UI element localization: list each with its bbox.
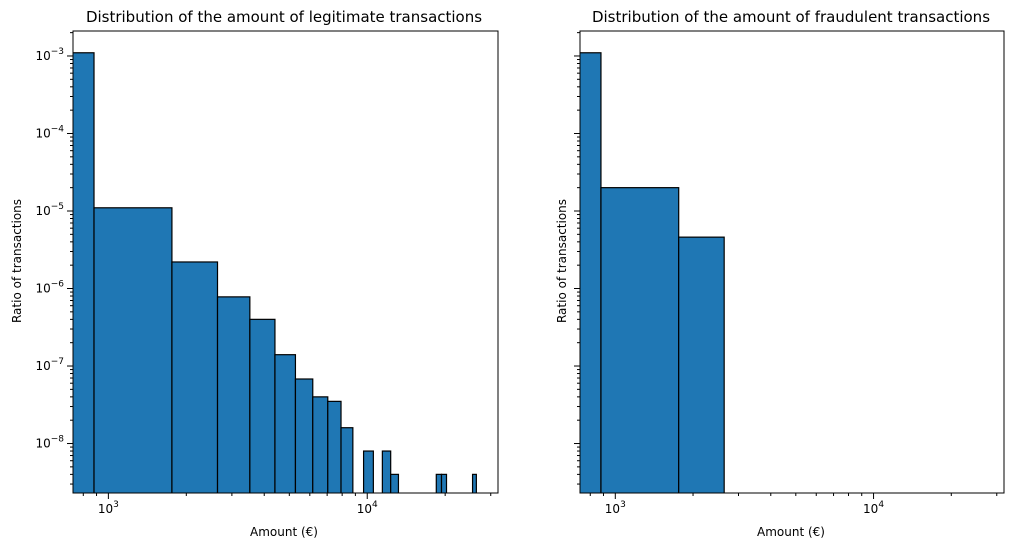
legitimate-bar-4 xyxy=(249,318,276,493)
legitimate-y-tick-label: 10−4 xyxy=(35,124,64,140)
legitimate-bar-7 xyxy=(312,396,329,493)
legitimate-axes-frame xyxy=(72,30,499,494)
fraudulent-bars xyxy=(580,52,725,493)
legitimate-bars xyxy=(73,52,477,493)
legitimate-x-tick-label: 104 xyxy=(357,500,378,516)
legitimate-y-tick-label: 10−8 xyxy=(35,435,64,451)
legitimate-x-ticks: 103 104 xyxy=(82,493,492,516)
legitimate-bar-14 xyxy=(440,473,448,493)
legitimate-bar-5 xyxy=(274,354,297,493)
legitimate-y-tick-label: 10−7 xyxy=(35,357,64,373)
legitimate-bar-3 xyxy=(216,296,251,493)
fraudulent-bar-1 xyxy=(600,187,680,493)
legitimate-bar-1 xyxy=(93,207,173,493)
fraudulent-y-ticks xyxy=(574,32,580,485)
fraudulent-x-tick-label: 103 xyxy=(605,500,626,516)
fraudulent-bar-2 xyxy=(678,236,725,493)
legitimate-x-axis-label: Amount (€) xyxy=(250,525,318,539)
legitimate-bar-9 xyxy=(340,427,354,493)
legitimate-x-tick-label: 103 xyxy=(98,500,119,516)
fraudulent-x-tick-label: 104 xyxy=(863,500,884,516)
legitimate-bar-6 xyxy=(294,378,314,493)
fraudulent-chart-title: Distribution of the amount of fraudulent… xyxy=(592,8,990,26)
legitimate-bar-10 xyxy=(362,450,374,493)
legitimate-bar-2 xyxy=(171,261,219,493)
legitimate-bar-12 xyxy=(390,473,400,493)
fraudulent-bar-0 xyxy=(580,52,602,493)
fraudulent-y-axis-label: Ratio of transactions xyxy=(555,199,569,323)
fraudulent-histogram-panel: Distribution of the amount of fraudulent… xyxy=(555,8,1005,539)
legitimate-bar-15 xyxy=(471,473,477,493)
fraudulent-x-axis-label: Amount (€) xyxy=(757,525,825,539)
legitimate-bar-0 xyxy=(73,52,95,493)
legitimate-y-tick-label: 10−6 xyxy=(35,280,64,296)
fraudulent-x-ticks: 103 104 xyxy=(589,493,998,516)
legitimate-bar-11 xyxy=(381,450,392,493)
legitimate-y-tick-label: 10−3 xyxy=(35,47,64,63)
legitimate-bar-8 xyxy=(327,400,342,493)
legitimate-y-axis-label: Ratio of transactions xyxy=(10,199,24,323)
legitimate-chart-title: Distribution of the amount of legitimate… xyxy=(86,8,482,26)
fraudulent-axes-frame xyxy=(579,30,1005,494)
legitimate-bar-13 xyxy=(435,473,443,493)
legitimate-y-tick-label: 10−5 xyxy=(35,202,64,218)
legitimate-histogram-panel: Distribution of the amount of legitimate… xyxy=(10,8,499,539)
legitimate-y-ticks: 10−8 10−7 10−6 10−5 10−4 10−3 xyxy=(35,32,73,485)
